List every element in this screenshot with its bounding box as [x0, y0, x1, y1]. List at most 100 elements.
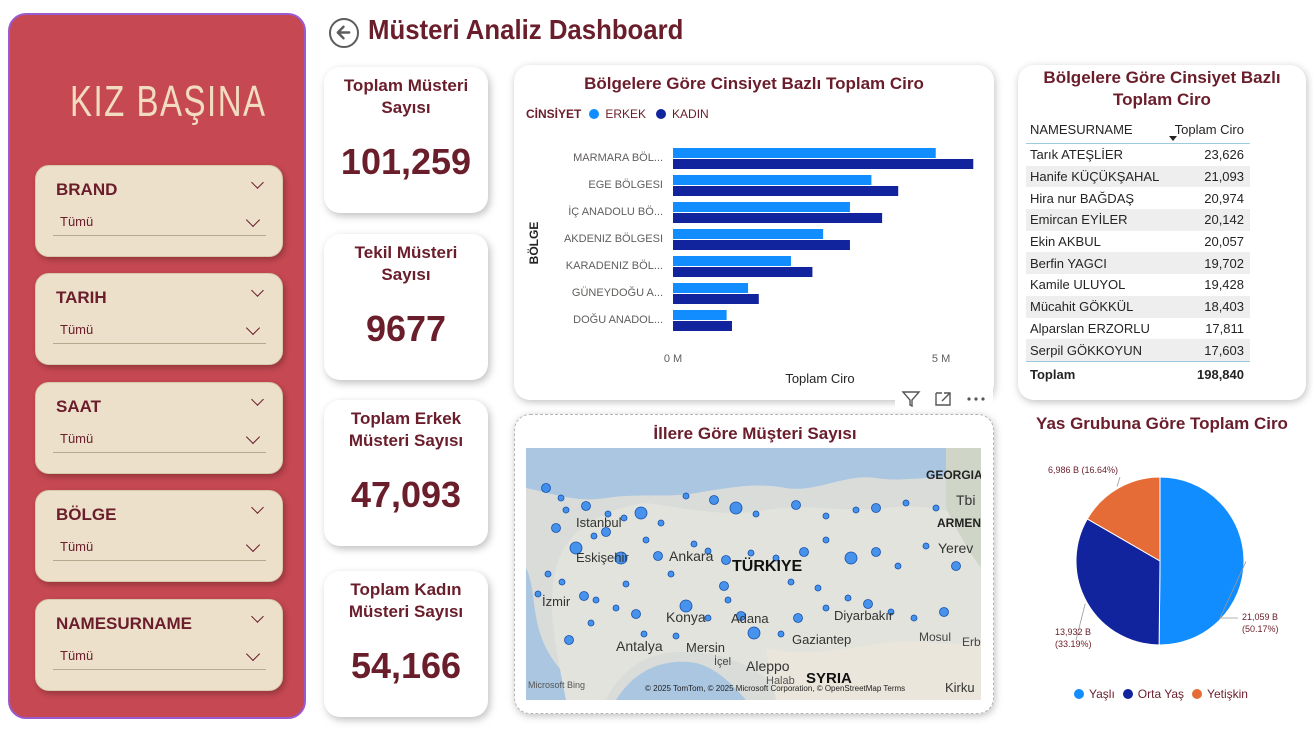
map-bubble[interactable]: [679, 599, 693, 613]
legend-item-erkek[interactable]: ERKEK: [605, 107, 647, 121]
map-bubble[interactable]: [932, 504, 940, 512]
map-bubble[interactable]: [690, 540, 698, 548]
table-row[interactable]: Kamile ULUYOL 19,428: [1026, 274, 1250, 296]
map-bubble[interactable]: [587, 619, 595, 627]
bar-erkek[interactable]: [673, 229, 824, 239]
bar-erkek[interactable]: [673, 310, 727, 320]
table-row[interactable]: Alparslan ERZORLU 17,811: [1026, 318, 1250, 340]
map-bubble[interactable]: [772, 554, 780, 562]
collapse-chevron-icon[interactable]: [251, 284, 264, 297]
map-bubble[interactable]: [777, 630, 785, 638]
map-bubble[interactable]: [581, 501, 591, 511]
slicer-tarih[interactable]: TARIH Tümü: [35, 273, 283, 365]
chevron-down-icon[interactable]: [245, 537, 261, 553]
chevron-down-icon[interactable]: [245, 429, 261, 445]
chevron-down-icon[interactable]: [245, 320, 261, 336]
map-bubble[interactable]: [534, 590, 542, 598]
map-bubble[interactable]: [844, 594, 852, 602]
map-bubble[interactable]: [622, 580, 630, 588]
map-bubble[interactable]: [657, 519, 665, 527]
map-bubble[interactable]: [631, 609, 641, 619]
back-arrow-icon[interactable]: [329, 18, 359, 48]
map-bubble[interactable]: [579, 591, 589, 601]
map-bubble[interactable]: [951, 561, 961, 571]
map-bubble[interactable]: [592, 596, 600, 604]
map-bubble[interactable]: [709, 495, 719, 505]
map-bubble[interactable]: [544, 570, 552, 578]
map-bubble[interactable]: [551, 523, 561, 533]
map-bubble[interactable]: [667, 570, 675, 578]
collapse-chevron-icon[interactable]: [251, 176, 264, 189]
chevron-down-icon[interactable]: [245, 212, 261, 228]
map-bubble[interactable]: [704, 547, 712, 555]
map-bubble[interactable]: [939, 607, 949, 617]
focus-mode-icon[interactable]: [933, 390, 953, 408]
map-bubble[interactable]: [852, 506, 860, 514]
table-row[interactable]: Berfin YAGCI 19,702: [1026, 252, 1250, 275]
map-bubble[interactable]: [736, 611, 746, 621]
map-bubble[interactable]: [922, 542, 930, 550]
map-bubble[interactable]: [910, 614, 918, 622]
map-bubble[interactable]: [569, 541, 583, 555]
map-bubble[interactable]: [871, 503, 881, 513]
slicer-brand[interactable]: BRAND Tümü: [35, 165, 283, 257]
bar-kadin[interactable]: [673, 213, 883, 223]
map-bubble[interactable]: [721, 555, 731, 565]
map-bubble[interactable]: [614, 551, 628, 565]
more-options-icon[interactable]: [965, 390, 987, 408]
slicer-dropdown[interactable]: Tümü: [53, 427, 266, 453]
map-bubble[interactable]: [642, 536, 650, 544]
map-bubble[interactable]: [601, 527, 611, 537]
map-bubble[interactable]: [672, 632, 680, 640]
map-bubble[interactable]: [604, 510, 612, 518]
map-bubble[interactable]: [634, 506, 648, 520]
bar-erkek[interactable]: [673, 256, 791, 266]
map-bubble[interactable]: [541, 483, 551, 493]
map-bubble[interactable]: [822, 536, 830, 544]
chevron-down-icon[interactable]: [245, 646, 261, 662]
table-row[interactable]: Emircan EYİLER 20,142: [1026, 209, 1250, 231]
slicer-dropdown[interactable]: Tümü: [53, 318, 266, 344]
bar-erkek[interactable]: [673, 148, 936, 158]
bar-kadin[interactable]: [673, 267, 813, 277]
map-bubble[interactable]: [590, 532, 598, 540]
table-row[interactable]: Tarık ATEŞLİER 23,626: [1026, 144, 1250, 166]
map-bubble[interactable]: [564, 635, 574, 645]
map-bubble[interactable]: [894, 562, 902, 570]
map-bubble[interactable]: [747, 549, 755, 557]
map-bubble[interactable]: [863, 599, 873, 609]
collapse-chevron-icon[interactable]: [251, 610, 264, 623]
map-bubble[interactable]: [612, 604, 620, 612]
bar-kadin[interactable]: [673, 186, 899, 196]
map-bubble[interactable]: [822, 604, 830, 612]
map-bubble[interactable]: [620, 514, 628, 522]
bar-chart-panel[interactable]: Bölgelere Göre Cinsiyet Bazlı Toplam Cir…: [514, 65, 994, 400]
map-bubble[interactable]: [558, 578, 566, 586]
slicer-dropdown[interactable]: Tümü: [53, 535, 266, 561]
map-bubble[interactable]: [682, 492, 690, 500]
map-bubble[interactable]: [799, 547, 809, 557]
pie-slice[interactable]: [1075, 518, 1161, 646]
bar-erkek[interactable]: [673, 283, 749, 293]
table-row[interactable]: Ekin AKBUL 20,057: [1026, 231, 1250, 253]
map-bubble[interactable]: [747, 626, 761, 640]
table-row[interactable]: Hanife KÜÇÜKŞAHAL 21,093: [1026, 165, 1250, 188]
map-bubble[interactable]: [719, 581, 729, 591]
slicer-namesurname[interactable]: NAMESURNAME Tümü: [35, 599, 283, 691]
pie-slice[interactable]: [1158, 476, 1245, 646]
map-bubble[interactable]: [562, 506, 570, 514]
bar-erkek[interactable]: [673, 202, 850, 212]
map-bubble[interactable]: [902, 499, 910, 507]
collapse-chevron-icon[interactable]: [251, 501, 264, 514]
map-bubble[interactable]: [704, 614, 712, 622]
map-bubble[interactable]: [814, 584, 822, 592]
table-row[interactable]: Hira nur BAĞDAŞ 20,974: [1026, 187, 1250, 209]
bar-erkek[interactable]: [673, 175, 872, 185]
table-row[interactable]: Serpil GÖKKOYUN 17,603: [1026, 339, 1250, 361]
map-bubble[interactable]: [844, 551, 858, 565]
legend-item-yasli[interactable]: Yaşlı: [1089, 687, 1115, 701]
column-header-namesurname[interactable]: NAMESURNAME: [1030, 122, 1133, 137]
bar-kadin[interactable]: [673, 321, 732, 331]
map-bubble[interactable]: [752, 510, 760, 518]
map-bubble[interactable]: [787, 578, 795, 586]
